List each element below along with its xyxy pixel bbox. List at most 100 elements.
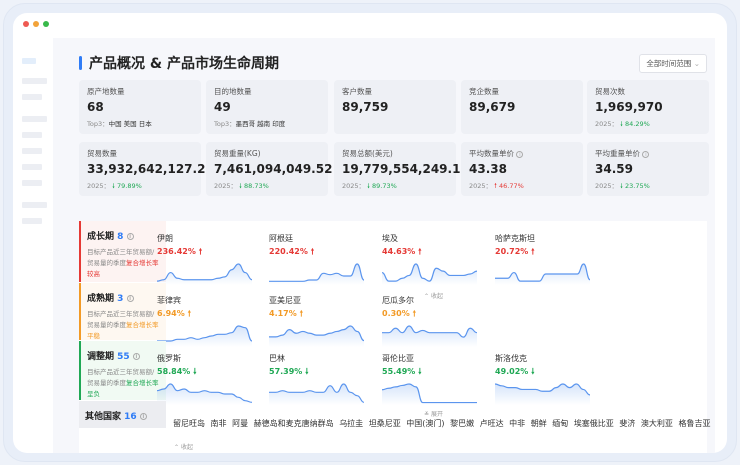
country-tag[interactable]: 中国(澳门): [406, 419, 445, 428]
country-tag[interactable]: 卢旺达: [479, 419, 504, 428]
country-name: 阿根廷: [269, 234, 293, 243]
country-trend-card[interactable]: 斯洛伐克 49.02% 🠗: [495, 353, 595, 405]
stat-label: 贸易数量: [87, 148, 193, 159]
top3-value: 中国 美国 日本: [108, 120, 152, 128]
country-tag[interactable]: 格鲁吉亚: [678, 419, 711, 428]
category-title: 调整期 55 i: [87, 349, 160, 362]
stat-change: 23.75%: [625, 182, 650, 190]
country-trend-card[interactable]: 阿根廷 220.42% 🠕: [269, 233, 369, 285]
country-name: 亚美尼亚: [269, 296, 301, 305]
sidebar-item[interactable]: [22, 78, 47, 84]
window-dot[interactable]: [43, 21, 49, 27]
sparkline-line: [157, 325, 252, 342]
info-icon[interactable]: i: [126, 233, 134, 240]
sidebar-item[interactable]: [22, 202, 47, 208]
stat-sub: 2025： 🠗 79.89%: [87, 180, 193, 193]
country-trend-card[interactable]: 亚美尼亚 4.17% 🠕: [269, 295, 369, 347]
category-count[interactable]: 3: [117, 294, 124, 304]
trend-sparkline: [495, 383, 590, 405]
growth-rate: 57.39% 🠗: [269, 366, 369, 380]
time-range-select[interactable]: 全部时间范围 ⌄: [639, 54, 707, 73]
country-tag[interactable]: 留尼旺岛: [173, 419, 205, 428]
country-trend-card[interactable]: 哥伦比亚 55.49% 🠗: [382, 353, 482, 405]
country-trend-card[interactable]: 伊朗 236.42% 🠕: [157, 233, 257, 285]
category-desc-text: 目标产品近三年贸易额/贸易量的季度: [87, 248, 155, 267]
other-countries-list: 留尼旺岛 南非 阿曼 赫德岛和麦克唐纳群岛 乌拉圭 坦桑尼亚 中国(澳门) 黎巴…: [173, 418, 710, 429]
sparkline-line: [269, 325, 364, 342]
trend-sparkline: [157, 383, 252, 405]
country-name: 斯洛伐克: [495, 354, 527, 363]
stat-label: 竞企数量: [469, 86, 575, 97]
country-tag[interactable]: 南非: [210, 419, 227, 428]
arrow-down-icon: 🠗: [620, 182, 623, 190]
category-count[interactable]: 55: [117, 352, 130, 362]
sidebar-item[interactable]: [22, 180, 42, 186]
collapse-toggle[interactable]: ⌃ 收起: [174, 442, 193, 451]
stat-card: 贸易数量 33,932,642,127.25 2025： 🠗 79.89%: [79, 142, 214, 196]
page-title: 产品概况 & 产品市场生命周期: [79, 53, 279, 73]
country-tag[interactable]: 坦桑尼亚: [368, 419, 401, 428]
stat-label-text: 客户数量: [342, 87, 372, 96]
country-tag[interactable]: 朝鲜: [530, 419, 547, 428]
category-count[interactable]: 16: [124, 412, 137, 422]
stat-card: 贸易总额(美元) 19,779,554,249.12 2025： 🠗 89.73%: [334, 142, 469, 196]
app-window: 产品概况 & 产品市场生命周期 全部时间范围 ⌄ 原产地数量 68 Top3：中国…: [13, 13, 727, 453]
country-tag[interactable]: 黎巴嫩: [450, 419, 475, 428]
stat-label: 贸易次数: [595, 86, 701, 97]
category-desc-text: 目标产品近三年贸易额/贸易量的季度: [87, 310, 155, 329]
country-trend-card[interactable]: 巴林 57.39% 🠗: [269, 353, 369, 405]
country-tag[interactable]: 埃塞俄比亚: [573, 419, 614, 428]
sparkline-line: [495, 263, 590, 282]
country-tag[interactable]: 赫德岛和麦克唐纳群岛: [253, 419, 334, 428]
category-count[interactable]: 8: [117, 232, 124, 242]
country-trend-card[interactable]: 菲律宾 6.94% 🠕: [157, 295, 257, 347]
country-trend-card[interactable]: 哈萨克斯坦 20.72% 🠕: [495, 233, 595, 285]
country-tag[interactable]: 澳大利亚: [640, 419, 673, 428]
stat-sub-label: 2025：: [595, 120, 619, 128]
sidebar-item[interactable]: [22, 94, 42, 100]
country-tag[interactable]: 阿曼: [232, 419, 249, 428]
top3-value: 墨西哥 越南 印度: [235, 120, 286, 128]
sparkline-line: [157, 263, 252, 282]
sidebar-item[interactable]: [22, 218, 42, 224]
stat-sub: Top3：中国 美国 日本: [87, 118, 193, 128]
category-highlight: 复合增长率较高: [87, 259, 159, 278]
country-trend-card[interactable]: 埃及 44.63% 🠕: [382, 233, 482, 285]
sidebar-item[interactable]: [22, 148, 42, 154]
sidebar-item[interactable]: [22, 164, 42, 170]
stat-label-text: 竞企数量: [469, 87, 499, 96]
trend-sparkline: [269, 325, 364, 347]
category-desc: 目标产品近三年贸易额/贸易量的季度复合增长率较高: [87, 247, 160, 280]
country-tag[interactable]: 缅甸: [552, 419, 569, 428]
stat-label-text: 贸易总额(美元): [342, 149, 393, 158]
window-dot[interactable]: [33, 21, 39, 27]
sparkline-area: [157, 326, 252, 347]
country-tag[interactable]: 斐济: [619, 419, 636, 428]
stat-label-text: 贸易数量: [87, 149, 117, 158]
info-icon[interactable]: i: [642, 150, 650, 158]
expand-toggle[interactable]: ≚ 展开: [424, 409, 443, 418]
stat-label: 贸易总额(美元): [342, 148, 448, 159]
info-icon[interactable]: i: [516, 150, 524, 158]
info-icon[interactable]: i: [132, 353, 140, 360]
collapse-toggle[interactable]: ⌃ 收起: [424, 291, 443, 300]
stat-change: 89.73%: [372, 182, 397, 190]
country-name: 哈萨克斯坦: [495, 234, 535, 243]
sidebar-item[interactable]: [22, 132, 42, 138]
sparkline-area: [382, 326, 477, 347]
window-dot[interactable]: [23, 21, 29, 27]
info-icon[interactable]: i: [126, 295, 134, 302]
trend-sparkline: [495, 263, 590, 285]
stat-card: 贸易重量(KG) 7,461,094,049.52 2025： 🠗 88.73%: [206, 142, 332, 196]
sidebar-item-active[interactable]: [22, 58, 36, 64]
sidebar-item[interactable]: [22, 116, 47, 122]
info-icon[interactable]: i: [139, 413, 147, 420]
sparkline-line: [382, 263, 477, 282]
country-trend-card[interactable]: 俄罗斯 58.84% 🠗: [157, 353, 257, 405]
country-tag[interactable]: 乌拉圭: [339, 419, 364, 428]
country-trend-card[interactable]: 厄瓜多尔 0.30% 🠕: [382, 295, 482, 347]
arrow-down-icon: 🠗: [531, 367, 535, 376]
stat-value: 89,759: [342, 100, 389, 114]
stat-value: 43.38: [469, 162, 507, 176]
country-tag[interactable]: 中非: [509, 419, 526, 428]
